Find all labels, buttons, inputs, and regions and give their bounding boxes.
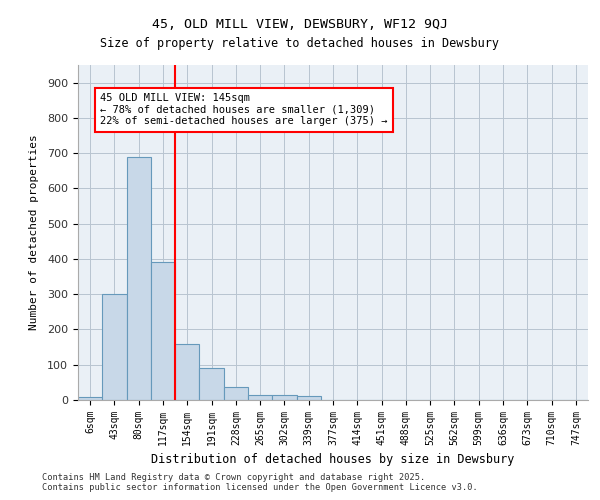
- Bar: [272, 394, 296, 400]
- Bar: [102, 294, 127, 400]
- Bar: [127, 156, 151, 400]
- Text: Size of property relative to detached houses in Dewsbury: Size of property relative to detached ho…: [101, 38, 499, 51]
- Y-axis label: Number of detached properties: Number of detached properties: [29, 134, 39, 330]
- Bar: [175, 344, 199, 400]
- Bar: [78, 397, 102, 400]
- Text: Contains HM Land Registry data © Crown copyright and database right 2025.
Contai: Contains HM Land Registry data © Crown c…: [42, 473, 478, 492]
- Bar: [224, 387, 248, 400]
- Bar: [151, 262, 175, 400]
- Text: 45 OLD MILL VIEW: 145sqm
← 78% of detached houses are smaller (1,309)
22% of sem: 45 OLD MILL VIEW: 145sqm ← 78% of detach…: [100, 93, 388, 126]
- Bar: [248, 394, 272, 400]
- X-axis label: Distribution of detached houses by size in Dewsbury: Distribution of detached houses by size …: [151, 454, 515, 466]
- Bar: [199, 368, 224, 400]
- Text: 45, OLD MILL VIEW, DEWSBURY, WF12 9QJ: 45, OLD MILL VIEW, DEWSBURY, WF12 9QJ: [152, 18, 448, 30]
- Bar: [296, 396, 321, 400]
